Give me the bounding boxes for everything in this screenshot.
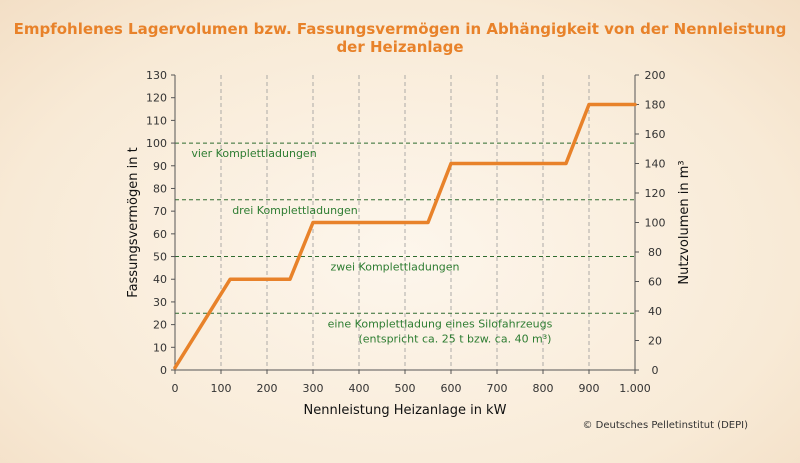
- x-tick-label: 600: [441, 382, 462, 395]
- chart-title: Empfohlenes Lagervolumen bzw. Fassungsve…: [13, 20, 787, 56]
- y2-tick-label: 100: [645, 217, 666, 230]
- y2-tick-label: 0: [652, 364, 659, 377]
- y2-tick-label: 140: [645, 158, 666, 171]
- x-tick-label: 200: [257, 382, 278, 395]
- y2-tick-label: 40: [648, 305, 662, 318]
- y-axis-title: Fassungsvermögen in t: [126, 147, 141, 297]
- data-point: [228, 277, 232, 281]
- x-tick-label: 500: [395, 382, 416, 395]
- x-tick-label: 0: [172, 382, 179, 395]
- credit-text: © Deutsches Pelletinstitut (DEPI): [582, 420, 748, 431]
- axis-layer: 0 100 200 300 400 500 600 700 800 900 1.0000102030…: [146, 69, 666, 395]
- y-tick-label: 130: [146, 69, 167, 82]
- y-tick-label: 0: [160, 364, 167, 377]
- threshold-label-note: (entspricht ca. 25 t bzw. ca. 40 m³): [359, 332, 552, 345]
- data-point: [633, 103, 637, 106]
- y-tick-label: 20: [153, 319, 167, 332]
- y-tick-label: 80: [153, 182, 167, 195]
- threshold-label: eine Komplettladung eines Silofahrzeugs: [328, 317, 553, 330]
- y2-tick-label: 160: [645, 128, 666, 141]
- threshold-label: drei Komplettladungen: [232, 204, 358, 217]
- series-layer: [173, 102, 637, 370]
- data-point: [426, 221, 430, 224]
- y-tick-label: 90: [153, 160, 167, 173]
- y-tick-label: 40: [153, 273, 167, 286]
- x-tick-label: 300: [303, 382, 324, 395]
- y2-tick-label: 120: [645, 187, 666, 200]
- label-layer: Nennleistung Heizanlage in kW Fassungsver…: [126, 147, 692, 418]
- y-tick-label: 110: [146, 114, 167, 127]
- y-tick-label: 120: [146, 92, 167, 105]
- x-tick-label: 700: [487, 382, 508, 395]
- y-tick-label: 30: [153, 296, 167, 309]
- x-tick-label: 800: [533, 382, 554, 395]
- y2-tick-label: 180: [645, 99, 666, 112]
- x-axis-title: Nennleistung Heizanlage in kW: [304, 403, 507, 418]
- x-tick-label: 400: [349, 382, 370, 395]
- threshold-label: vier Komplettladungen: [191, 147, 316, 160]
- x-tick-label: 1.000: [619, 382, 651, 395]
- x-tick-label: 900: [579, 382, 600, 395]
- data-point: [564, 162, 568, 165]
- y2-tick-label: 200: [645, 69, 666, 82]
- y-tick-label: 10: [153, 341, 167, 354]
- data-point: [288, 277, 292, 281]
- data-point: [173, 366, 177, 370]
- data-point: [449, 162, 453, 165]
- y-tick-label: 60: [153, 228, 167, 241]
- grid-layer: [220, 75, 590, 370]
- y2-tick-label: 60: [648, 276, 662, 289]
- y-tick-label: 70: [153, 205, 167, 218]
- threshold-label: zwei Komplettladungen: [330, 261, 459, 274]
- y2-tick-label: 80: [648, 246, 662, 259]
- y2-axis-title: Nutzvolumen in m³: [677, 160, 692, 284]
- y-tick-label: 100: [146, 137, 167, 150]
- y-tick-label: 50: [153, 251, 167, 264]
- x-tick-label: 100: [211, 382, 232, 395]
- data-point: [587, 103, 591, 106]
- data-point: [311, 221, 315, 224]
- y2-tick-label: 20: [648, 335, 662, 348]
